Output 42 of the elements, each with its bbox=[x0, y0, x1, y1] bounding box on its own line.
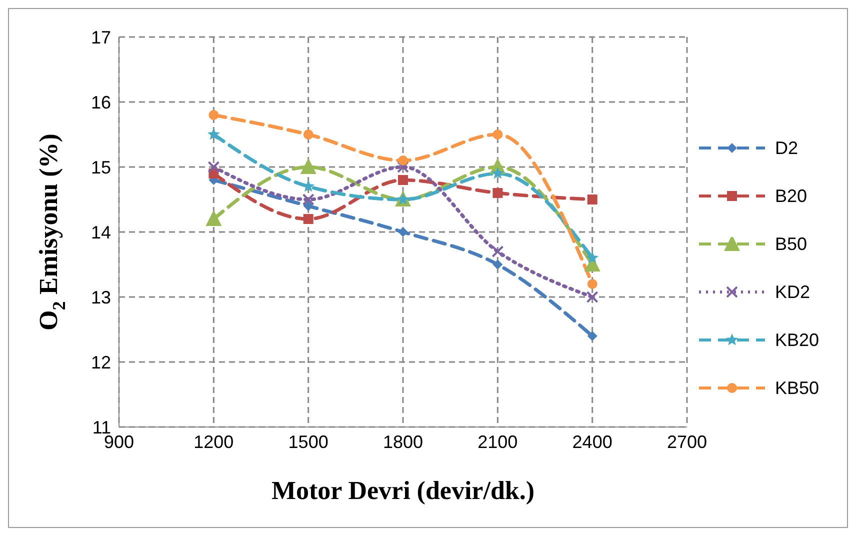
legend-label: B50 bbox=[775, 234, 808, 254]
point bbox=[303, 214, 314, 224]
point bbox=[303, 201, 314, 211]
y-tick-label: 12 bbox=[90, 352, 111, 372]
point bbox=[398, 227, 408, 237]
y-tick-label: 15 bbox=[90, 157, 111, 178]
y-tick-label: 13 bbox=[90, 287, 111, 308]
point bbox=[302, 194, 314, 206]
point bbox=[398, 156, 408, 166]
x-tick-label: 1500 bbox=[288, 432, 328, 452]
legend-label: KB50 bbox=[775, 378, 820, 398]
y-tick-label: 17 bbox=[90, 27, 111, 48]
legend-label: KD2 bbox=[775, 282, 810, 302]
x-tick-label: 1800 bbox=[382, 432, 424, 452]
point bbox=[587, 331, 598, 341]
point bbox=[586, 291, 598, 303]
point bbox=[397, 161, 409, 173]
point bbox=[398, 175, 408, 185]
point bbox=[586, 252, 599, 264]
point bbox=[492, 188, 503, 198]
point bbox=[492, 246, 504, 258]
point bbox=[492, 130, 503, 140]
legend-label: D2 bbox=[775, 138, 798, 158]
point bbox=[587, 194, 598, 204]
point bbox=[208, 110, 219, 120]
point bbox=[491, 167, 504, 179]
x-tick-label: 1200 bbox=[194, 432, 234, 452]
point bbox=[208, 161, 220, 173]
point bbox=[300, 158, 316, 174]
point bbox=[492, 260, 503, 270]
x-tick-label: 2100 bbox=[478, 432, 518, 452]
point bbox=[303, 130, 314, 140]
y-tick-label: 14 bbox=[90, 222, 111, 242]
y-tick-label: 16 bbox=[90, 92, 111, 112]
legend-label: B20 bbox=[775, 186, 808, 206]
x-tick-label: 2700 bbox=[666, 432, 708, 452]
point bbox=[206, 210, 222, 226]
point bbox=[587, 279, 598, 289]
x-tick-label: 2400 bbox=[572, 432, 612, 452]
legend-label: KB20 bbox=[775, 330, 820, 350]
point bbox=[207, 128, 220, 140]
x-axis-title: Motor Devri (devir/dk.) bbox=[271, 476, 535, 505]
